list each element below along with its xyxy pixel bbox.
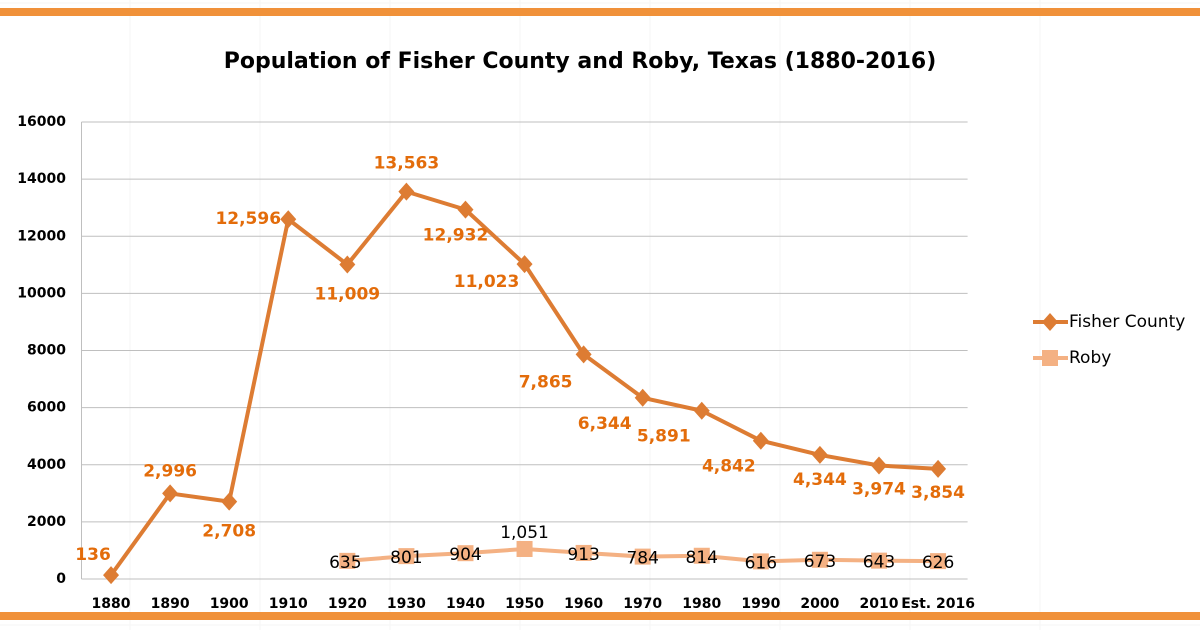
data-label: 673 [804,552,836,572]
y-tick-label: 6000 [27,400,66,416]
x-tick-label: 1920 [328,596,367,612]
x-tick-label: 1880 [92,596,131,612]
marker [339,255,356,274]
x-tick-label: 1990 [741,596,780,612]
data-label: 136 [75,545,111,565]
x-tick-label: 2010 [860,596,899,612]
marker [398,182,415,201]
legend-label: Fisher County [1069,312,1185,332]
data-label: 12,596 [215,209,281,229]
data-label: 616 [745,553,777,573]
marker [162,484,179,503]
marker [339,552,356,569]
marker [930,553,947,570]
x-tick-label: 1960 [564,596,603,612]
data-label: 4,842 [702,457,756,477]
y-tick-label: 8000 [27,343,66,359]
x-tick-label: 1940 [446,596,485,612]
marker [870,552,887,569]
marker [693,547,710,564]
x-tick-label: 1950 [505,596,544,612]
y-tick-label: 12000 [17,228,66,244]
marker [693,401,710,420]
y-tick-label: 16000 [17,114,66,130]
data-label: 1,051 [500,523,549,543]
x-tick-label: 1980 [682,596,721,612]
data-label: 3,974 [852,479,906,499]
marker [516,540,533,557]
data-label: 5,891 [637,427,691,447]
y-tick-label: 14000 [17,171,66,187]
data-label: 635 [329,553,361,573]
top-band [0,8,1200,16]
data-label: 904 [449,545,481,565]
y-tick-label: 2000 [27,514,66,530]
marker [398,548,415,565]
data-label: 626 [922,553,954,573]
data-label: 11,023 [454,272,520,292]
data-label: 6,344 [578,414,632,434]
data-label: 784 [626,549,658,569]
data-label: 12,932 [423,226,489,246]
x-tick-label: 1930 [387,596,426,612]
marker [103,566,120,585]
data-label: 7,865 [519,372,573,392]
legend-label: Roby [1069,348,1111,368]
marker [752,553,769,570]
marker [457,200,474,219]
x-tick-label: Est. 2016 [901,596,975,612]
x-tick-label: 1970 [623,596,662,612]
marker [221,492,238,511]
data-label: 2,708 [202,522,256,542]
x-tick-label: 1900 [210,596,249,612]
data-label: 913 [567,545,599,565]
legend-item: Fisher County [1033,312,1185,332]
data-label: 814 [686,548,718,568]
x-tick-label: 2000 [800,596,839,612]
data-label: 3,854 [911,483,965,503]
marker [930,459,947,478]
y-tick-label: 10000 [17,285,66,301]
bottom-band [0,612,1200,620]
x-tick-label: 1890 [151,596,190,612]
data-label: 643 [863,553,895,573]
y-tick-label: 4000 [27,457,66,473]
data-label: 4,344 [793,470,847,490]
marker [457,545,474,562]
data-label: 2,996 [143,461,197,481]
marker [870,456,887,475]
legend-marker [1042,313,1058,331]
marker [280,210,297,229]
legend-item: Roby [1033,348,1111,368]
marker [516,255,533,274]
chart-title: Population of Fisher County and Roby, Te… [224,49,937,74]
data-label: 13,563 [374,154,440,174]
legend-marker [1042,350,1058,366]
marker [575,544,592,561]
marker [634,388,651,407]
marker [811,551,828,568]
data-label: 11,009 [315,285,381,305]
marker [575,345,592,364]
marker [811,445,828,464]
data-label: 801 [390,548,422,568]
x-tick-label: 1910 [269,596,308,612]
y-tick-label: 0 [56,571,66,587]
marker [752,431,769,450]
marker [634,548,651,565]
